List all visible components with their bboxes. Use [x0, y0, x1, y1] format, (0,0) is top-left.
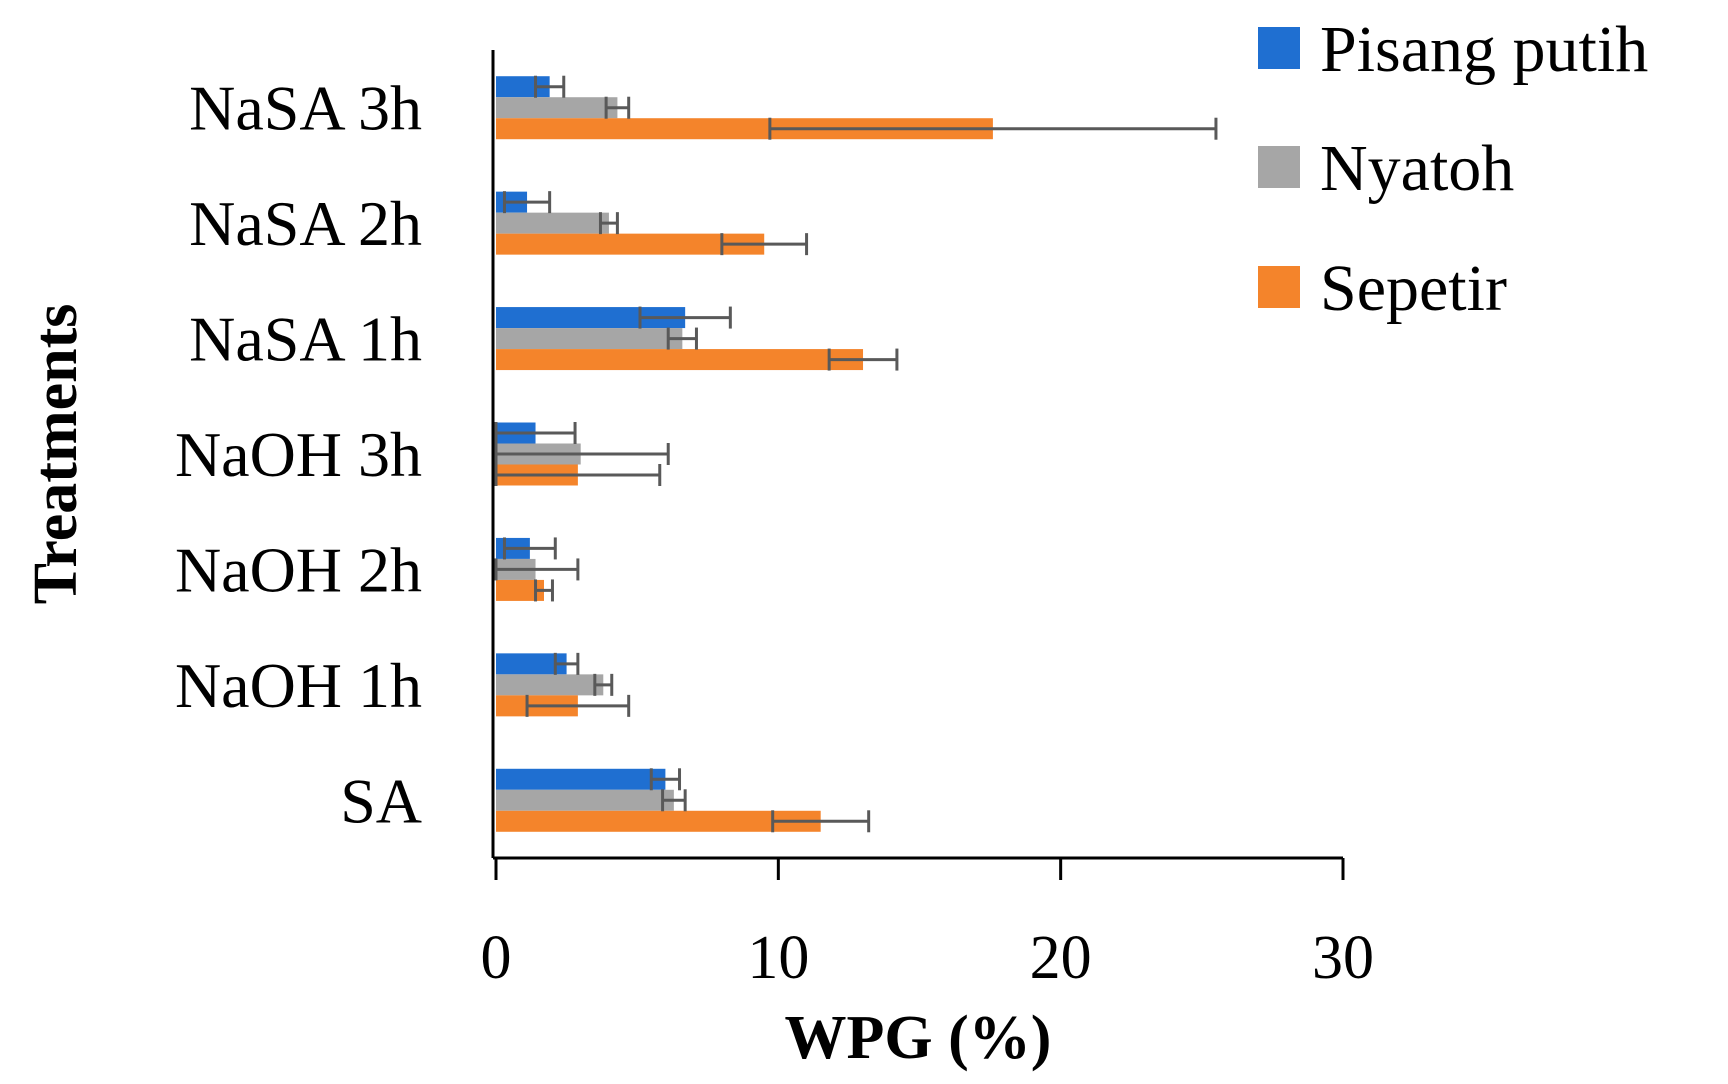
bar-sepetir-nasa-3h: [496, 118, 993, 140]
y-tick-labels: SA NaOH 1h NaOH 2h NaOH 3h NaSA 1h NaSA 2h NaS…: [175, 73, 422, 837]
bar-nyatoh-nasa-2h: [496, 212, 609, 234]
bar-sepetir-sa: [496, 810, 821, 832]
bar-pisang-putih-sa: [496, 768, 666, 790]
y-axis-title: Treatments: [22, 304, 90, 605]
x-tick-label: 0: [481, 924, 512, 992]
y-tick-label: NaOH 3h: [175, 419, 422, 490]
y-tick-label: NaSA 3h: [189, 73, 422, 144]
y-tick-label: NaSA 2h: [189, 188, 422, 259]
legend-label: Pisang putih: [1320, 13, 1648, 86]
bar-pisang-putih-naoh-1h: [496, 653, 567, 675]
bar-sepetir-nasa-1h: [496, 349, 864, 371]
bar-pisang-putih-nasa-1h: [496, 307, 686, 329]
x-tick-label: 20: [1030, 924, 1092, 992]
legend-label: Sepetir: [1320, 252, 1507, 325]
legend-label: Nyatoh: [1320, 132, 1514, 205]
bar-sepetir-naoh-2h: [496, 579, 544, 601]
y-tick-label: SA: [340, 765, 422, 836]
bar-nyatoh-naoh-1h: [496, 674, 604, 696]
bar-nyatoh-nasa-3h: [496, 97, 618, 119]
x-tick-label: 30: [1312, 924, 1374, 992]
legend-swatch-pisang-putih: [1258, 27, 1300, 69]
x-ticks: 0 10 20 30: [481, 858, 1374, 992]
bar-sepetir-nasa-2h: [496, 233, 765, 255]
y-tick-label: NaOH 2h: [175, 534, 422, 605]
y-tick-label: NaSA 1h: [189, 304, 422, 375]
x-axis-title: WPG (%): [785, 1004, 1052, 1072]
legend-swatch-sepetir: [1258, 266, 1300, 308]
y-tick-label: NaOH 1h: [175, 650, 422, 721]
legend-swatch-nyatoh: [1258, 146, 1300, 188]
bar-nyatoh-nasa-1h: [496, 328, 683, 350]
x-tick-label: 10: [747, 924, 809, 992]
error-bars-layer: [494, 75, 1218, 833]
bar-nyatoh-sa: [496, 789, 674, 811]
legend: Pisang putih Nyatoh Sepetir: [1258, 13, 1648, 325]
